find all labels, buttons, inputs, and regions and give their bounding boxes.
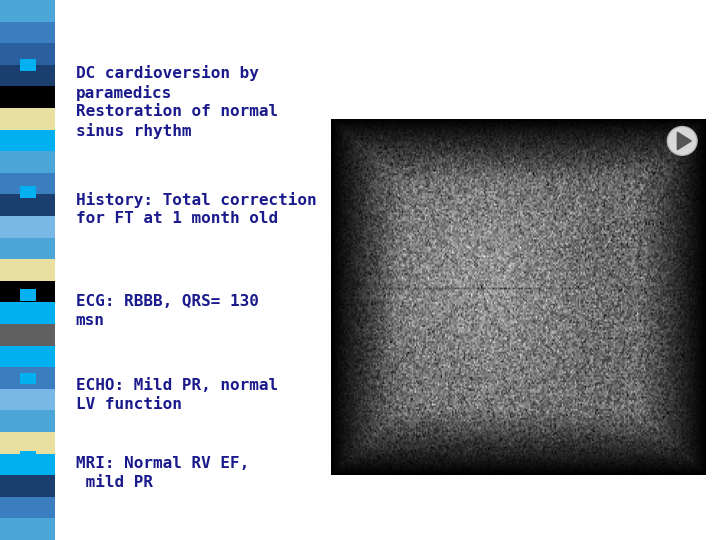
Bar [0,389,55,410]
Bar [0,43,55,65]
Text: ECG: RBBB, QRS= 130
msn: ECG: RBBB, QRS= 130 msn [76,294,258,328]
Circle shape [667,126,697,156]
Bar [20,289,36,301]
Bar [0,259,55,281]
Bar [20,451,36,463]
Bar [0,65,55,86]
Circle shape [669,128,696,154]
Bar [0,22,55,43]
Bar [0,475,55,497]
Text: History: Total correction
for FT at 1 month old: History: Total correction for FT at 1 mo… [76,192,316,226]
Bar [0,173,55,194]
Bar [0,367,55,389]
Bar [0,108,55,130]
Bar [0,346,55,367]
Bar [0,216,55,238]
Polygon shape [678,132,691,150]
Bar [0,497,55,518]
Text: MRI: Normal RV EF,
 mild PR: MRI: Normal RV EF, mild PR [76,456,249,490]
Bar [0,281,55,302]
Bar [20,186,36,198]
Bar [0,194,55,216]
Bar [0,518,55,540]
Bar [0,151,55,173]
Bar [0,86,55,108]
Bar [0,324,55,346]
Bar [0,410,55,432]
Bar [0,432,55,454]
Bar [0,238,55,259]
Bar [0,130,55,151]
Bar [0,302,55,324]
Text: DC cardioversion by
paramedics
Restoration of normal
sinus rhythm: DC cardioversion by paramedics Restorati… [76,65,278,139]
Bar [0,0,55,22]
Text: ECHO: Mild PR, normal
LV function: ECHO: Mild PR, normal LV function [76,378,278,411]
Bar [20,373,36,384]
Bar [20,59,36,71]
Bar [0,454,55,475]
